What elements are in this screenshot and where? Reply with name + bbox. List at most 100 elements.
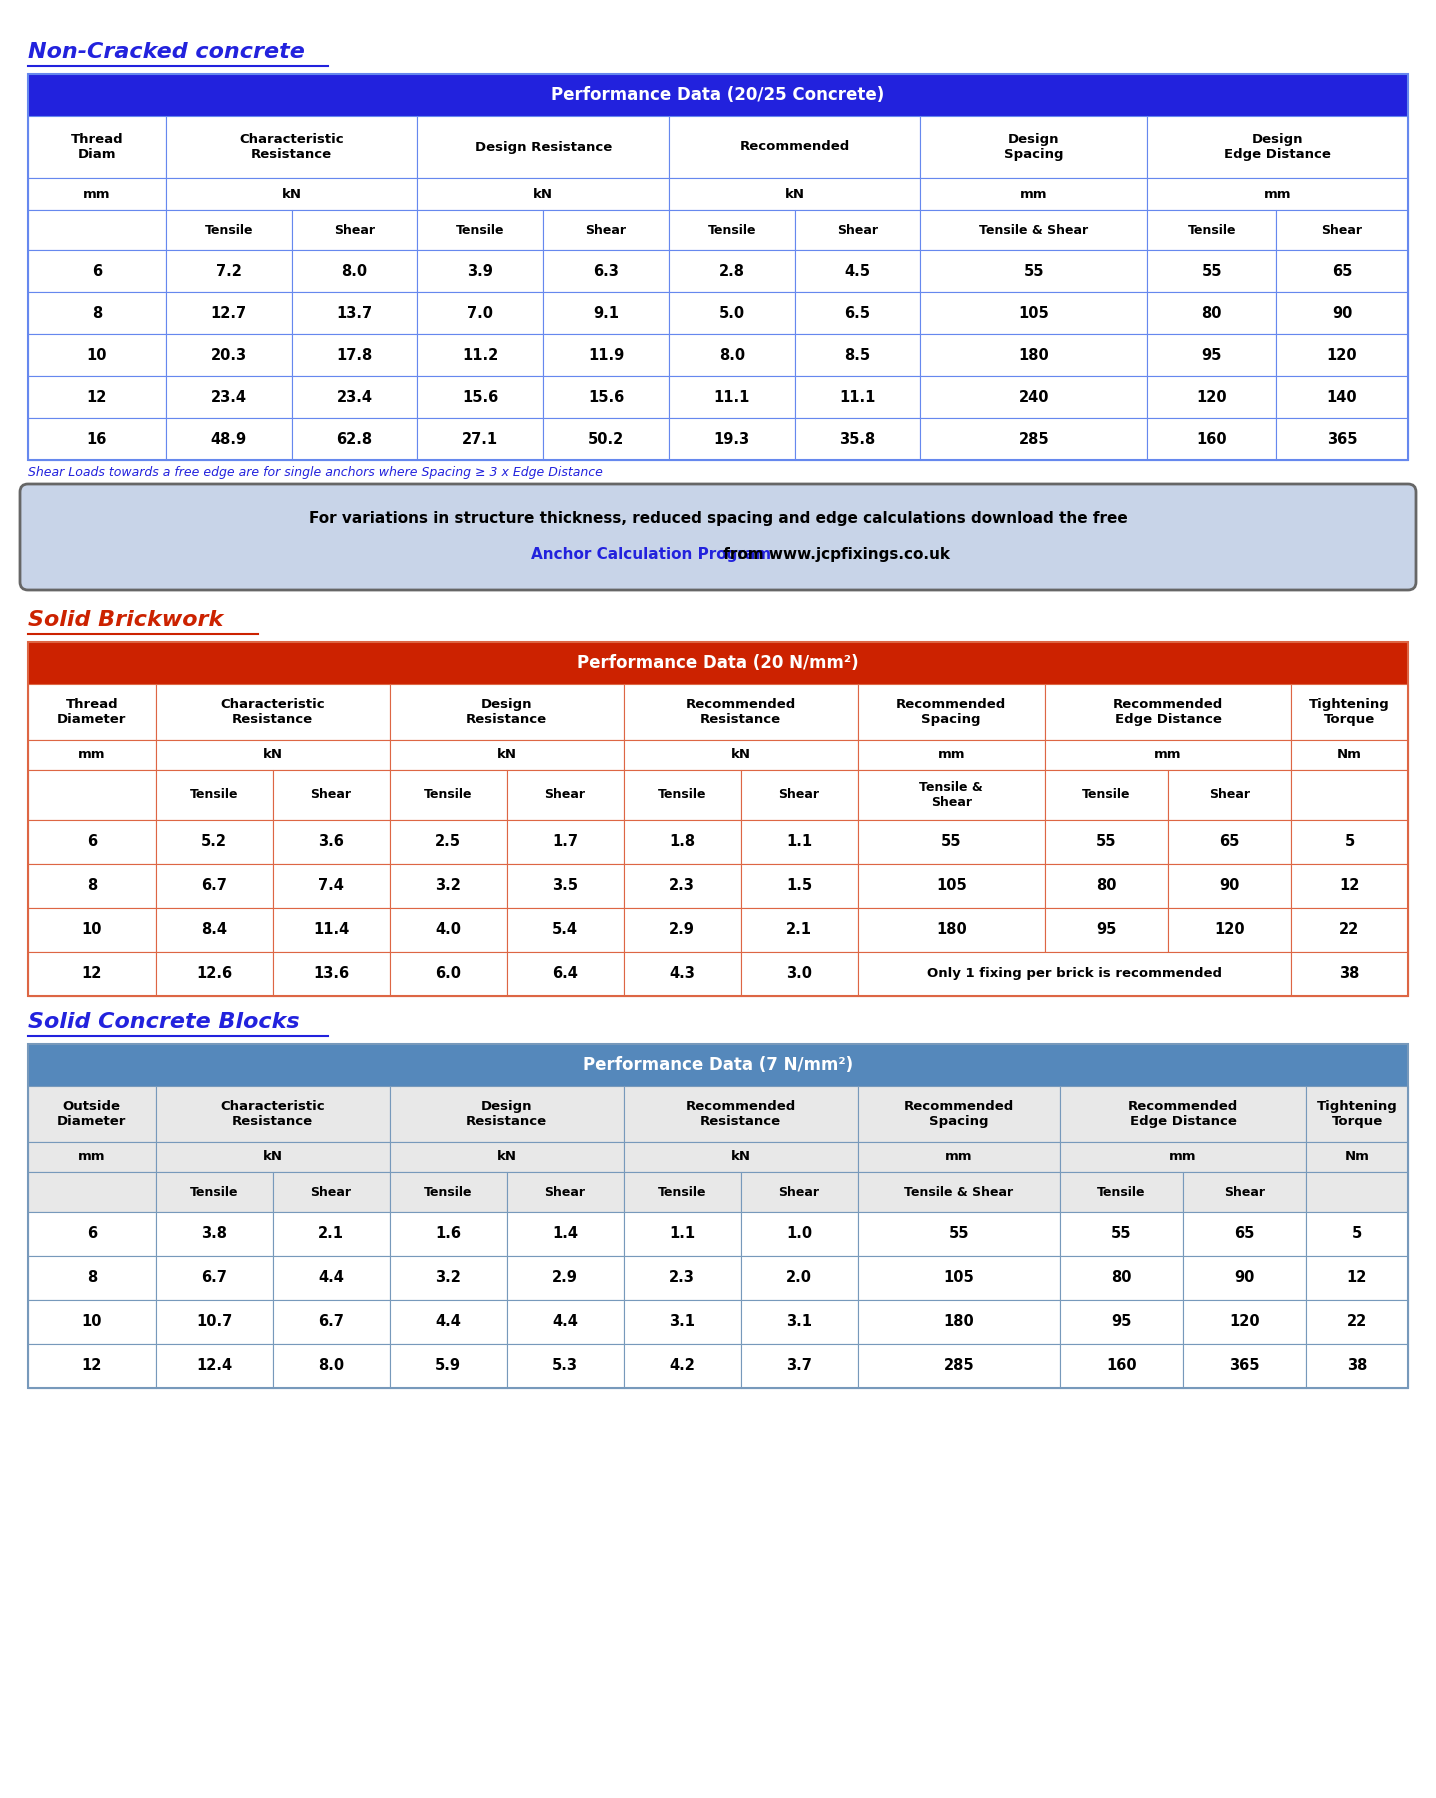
Bar	[418, 417, 543, 460]
Bar	[273, 908, 389, 951]
Text: 50.2: 50.2	[587, 432, 625, 446]
Bar	[857, 1343, 1060, 1388]
Text: Recommended
Resistance: Recommended Resistance	[685, 698, 796, 726]
Text: 15.6: 15.6	[462, 390, 498, 405]
Text: 7.4: 7.4	[317, 879, 345, 894]
Bar	[1147, 250, 1277, 291]
Bar	[920, 291, 1147, 334]
Bar	[155, 770, 273, 820]
Bar	[389, 820, 507, 865]
Bar	[920, 417, 1147, 460]
Bar	[507, 770, 623, 820]
Text: 12: 12	[1347, 1271, 1367, 1286]
Text: Shear: Shear	[335, 223, 375, 237]
Bar	[741, 951, 857, 996]
Text: Performance Data (20 N/mm²): Performance Data (20 N/mm²)	[577, 654, 859, 672]
Text: 105: 105	[1018, 306, 1050, 320]
Text: Tensile: Tensile	[457, 223, 504, 237]
Text: Shear: Shear	[837, 223, 877, 237]
Text: 7.0: 7.0	[467, 306, 494, 320]
Bar	[741, 1257, 857, 1300]
Bar	[543, 417, 669, 460]
Bar	[857, 908, 1045, 951]
Bar	[418, 250, 543, 291]
Bar	[273, 1212, 389, 1257]
Text: 8: 8	[86, 879, 96, 894]
Text: 10: 10	[82, 1314, 102, 1329]
Bar	[27, 1343, 155, 1388]
Text: 6.0: 6.0	[435, 967, 461, 982]
Text: 6: 6	[92, 264, 102, 279]
Bar	[857, 1142, 1060, 1172]
Bar	[389, 741, 623, 770]
Text: Shear: Shear	[544, 789, 586, 802]
Text: Performance Data (20/25 Concrete): Performance Data (20/25 Concrete)	[551, 86, 885, 104]
Bar	[292, 291, 418, 334]
Text: Shear: Shear	[586, 223, 626, 237]
Text: 2.9: 2.9	[669, 922, 695, 937]
Bar	[857, 1172, 1060, 1212]
Text: Recommended
Spacing: Recommended Spacing	[896, 698, 1007, 726]
Bar	[1060, 1212, 1183, 1257]
Text: 80: 80	[1096, 879, 1117, 894]
Bar	[273, 865, 389, 908]
Text: Design
Resistance: Design Resistance	[465, 1100, 547, 1127]
Text: 1.0: 1.0	[785, 1226, 813, 1241]
Text: kN: kN	[497, 1151, 517, 1163]
Bar	[1060, 1142, 1305, 1172]
Text: 38: 38	[1347, 1359, 1367, 1374]
Text: 4.4: 4.4	[551, 1314, 577, 1329]
Text: Tensile: Tensile	[424, 789, 472, 802]
Text: 1.5: 1.5	[785, 879, 813, 894]
Text: 55: 55	[1024, 264, 1044, 279]
Text: 11.9: 11.9	[587, 347, 625, 363]
Text: 62.8: 62.8	[336, 432, 373, 446]
Bar	[389, 1343, 507, 1388]
Text: 90: 90	[1331, 306, 1353, 320]
Text: 180: 180	[943, 1314, 974, 1329]
Bar	[27, 820, 155, 865]
Text: 140: 140	[1327, 390, 1357, 405]
Text: 4.3: 4.3	[669, 967, 695, 982]
Bar	[389, 951, 507, 996]
Bar	[1277, 334, 1409, 376]
Text: 10: 10	[82, 922, 102, 937]
Bar	[167, 117, 418, 178]
Text: For variations in structure thickness, reduced spacing and edge calculations dow: For variations in structure thickness, r…	[309, 511, 1127, 525]
Text: 1.7: 1.7	[551, 834, 579, 849]
Text: 22: 22	[1340, 922, 1360, 937]
Bar	[27, 1300, 155, 1343]
Text: 55: 55	[1096, 834, 1117, 849]
Text: 6.7: 6.7	[201, 879, 227, 894]
Bar	[27, 1045, 1409, 1388]
Text: 55: 55	[1202, 264, 1222, 279]
Text: 12.6: 12.6	[195, 967, 233, 982]
Bar	[273, 820, 389, 865]
Bar	[1277, 210, 1409, 250]
Text: 10: 10	[86, 347, 108, 363]
Text: Tensile: Tensile	[204, 223, 253, 237]
Bar	[167, 291, 292, 334]
Bar	[292, 334, 418, 376]
Text: Tensile: Tensile	[708, 223, 755, 237]
Bar	[1305, 1172, 1409, 1212]
Bar	[623, 908, 741, 951]
Bar	[27, 865, 155, 908]
Text: 13.7: 13.7	[336, 306, 373, 320]
Bar	[1060, 1086, 1305, 1142]
Bar	[389, 770, 507, 820]
Bar	[273, 1300, 389, 1343]
Text: 6.5: 6.5	[844, 306, 870, 320]
Text: 4.0: 4.0	[435, 922, 461, 937]
Bar	[507, 1343, 623, 1388]
Bar	[623, 1142, 857, 1172]
Text: Characteristic
Resistance: Characteristic Resistance	[220, 1100, 325, 1127]
Bar	[669, 178, 920, 210]
Text: Tensile: Tensile	[424, 1185, 472, 1199]
Bar	[155, 741, 389, 770]
Text: kN: kN	[731, 748, 751, 762]
Text: 80: 80	[1202, 306, 1222, 320]
Text: 6.3: 6.3	[593, 264, 619, 279]
Text: 13.6: 13.6	[313, 967, 349, 982]
Bar	[623, 820, 741, 865]
